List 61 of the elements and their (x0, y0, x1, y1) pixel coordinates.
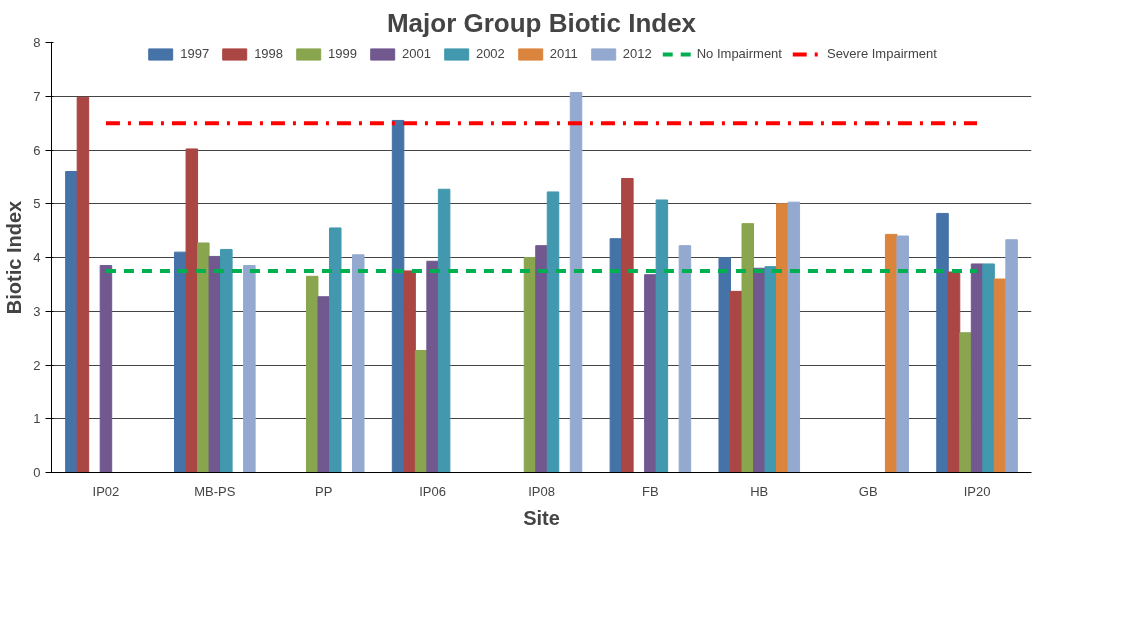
legend-label: 2001 (401, 46, 431, 61)
bar (621, 177, 634, 473)
x-tick-label: IP02 (92, 483, 120, 499)
bar (185, 148, 199, 473)
bar (208, 255, 222, 473)
bar (1005, 239, 1018, 473)
x-tick-label: IP08 (528, 483, 555, 499)
y-tick-label: 3 (33, 303, 41, 319)
x-axis-title: Site (523, 506, 560, 529)
x-tick-label: FB (642, 483, 659, 499)
bar (328, 227, 342, 473)
bar (764, 266, 778, 473)
bar (352, 254, 365, 473)
legend-label: 2012 (622, 46, 652, 61)
bar (959, 332, 972, 473)
x-tick-label: PP (315, 483, 333, 499)
bar (787, 201, 801, 473)
y-tick-label: 8 (33, 35, 41, 50)
bar (535, 245, 548, 473)
legend-label: No Impairment (696, 46, 782, 61)
y-tick-label: 1 (33, 411, 41, 427)
y-tick-label: 4 (33, 250, 41, 265)
bar (896, 235, 909, 473)
legend-label: 1997 (180, 46, 210, 61)
legend-label: 1999 (328, 46, 357, 61)
bar (220, 248, 233, 473)
x-tick-label: MB-PS (194, 483, 236, 499)
y-tick-label: 6 (33, 142, 41, 158)
bar (243, 265, 256, 473)
bar (947, 271, 961, 473)
bar (569, 91, 583, 473)
bar (546, 191, 560, 473)
bar (99, 265, 113, 473)
bar (609, 238, 623, 473)
x-tick-label: HB (750, 483, 769, 499)
y-tick-label: 2 (33, 357, 41, 373)
bar (982, 263, 995, 473)
bar (437, 188, 451, 473)
bar (426, 260, 439, 473)
bar (741, 223, 755, 473)
bar (317, 296, 330, 473)
y-tick-label: 0 (33, 465, 41, 480)
y-tick-label: 5 (33, 196, 41, 212)
bar (403, 270, 416, 473)
bar (391, 119, 405, 473)
y-tick-label: 7 (33, 88, 41, 104)
bar (718, 257, 731, 473)
bar (65, 171, 78, 473)
legend-label: Severe Impairment (826, 46, 937, 61)
legend-label: 2011 (549, 46, 578, 61)
legend-label: 1998 (254, 46, 284, 61)
bar (678, 245, 692, 473)
bar (76, 96, 90, 473)
x-tick-label: IP20 (963, 483, 991, 499)
x-tick-label: IP06 (419, 483, 446, 499)
bar (936, 212, 949, 473)
y-axis-title: Biotic Index (3, 200, 26, 315)
chart-title: Major Group Biotic Index (386, 7, 697, 38)
bar (655, 199, 669, 473)
x-tick-label: GB (858, 483, 878, 499)
legend-label: 2002 (475, 46, 505, 61)
